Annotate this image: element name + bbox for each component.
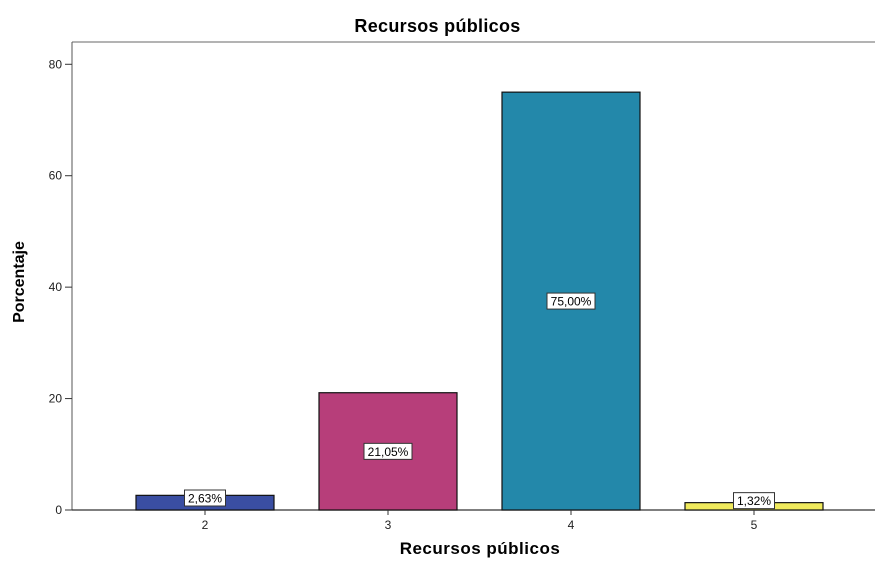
data-label: 21,05% (368, 445, 409, 459)
y-tick-label: 80 (49, 57, 63, 71)
data-label-box (363, 442, 413, 460)
x-tick-label: 4 (568, 518, 575, 532)
data-label-box (546, 292, 596, 310)
y-tick-label: 20 (49, 392, 63, 406)
y-tick-label: 40 (49, 280, 63, 294)
x-tick-label: 2 (202, 518, 209, 532)
data-label: 2,63% (188, 492, 222, 506)
data-label-box (733, 492, 775, 510)
chart-title: Recursos públicos (354, 16, 521, 36)
x-axis-label: Recursos públicos (399, 539, 561, 558)
y-tick-label: 60 (49, 169, 63, 183)
x-tick-label: 3 (385, 518, 392, 532)
y-tick-label: 0 (55, 503, 62, 517)
data-label: 75,00% (551, 295, 592, 309)
data-label-box (184, 489, 226, 507)
data-label: 1,32% (737, 494, 771, 508)
x-tick-label: 5 (751, 518, 758, 532)
